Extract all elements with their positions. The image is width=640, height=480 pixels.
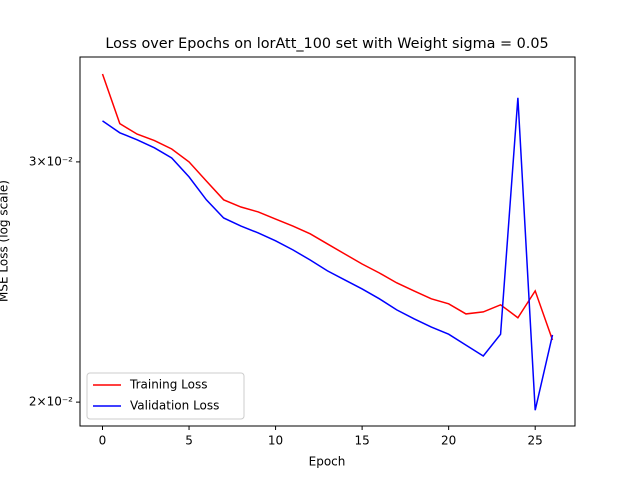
x-axis-label: Epoch (309, 455, 346, 469)
x-tick-label: 25 (528, 434, 543, 448)
legend-label: Validation Loss (130, 399, 219, 413)
x-tick-label: 5 (185, 434, 193, 448)
x-tick-label: 20 (441, 434, 456, 448)
data-line (101, 73, 554, 341)
y-tick-label: 2×10⁻² (29, 395, 73, 409)
chart-title: Loss over Epochs on lorAtt_100 set with … (105, 36, 548, 52)
y-axis-label: MSE Loss (log scale) (0, 180, 11, 302)
data-line (102, 97, 554, 411)
plot-frame (79, 56, 576, 427)
y-tick-label: 3×10⁻² (29, 154, 73, 168)
legend-label: Training Loss (129, 378, 207, 392)
x-tick-label: 10 (268, 434, 283, 448)
x-tick-label: 0 (99, 434, 107, 448)
legend-box (86, 372, 245, 420)
x-tick-label: 15 (354, 434, 369, 448)
